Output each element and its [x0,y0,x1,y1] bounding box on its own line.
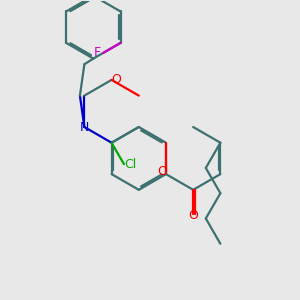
Text: F: F [94,46,101,59]
Text: Cl: Cl [124,158,137,171]
Text: O: O [158,165,168,178]
Text: O: O [188,209,198,222]
Text: N: N [80,121,89,134]
Text: O: O [111,74,121,86]
